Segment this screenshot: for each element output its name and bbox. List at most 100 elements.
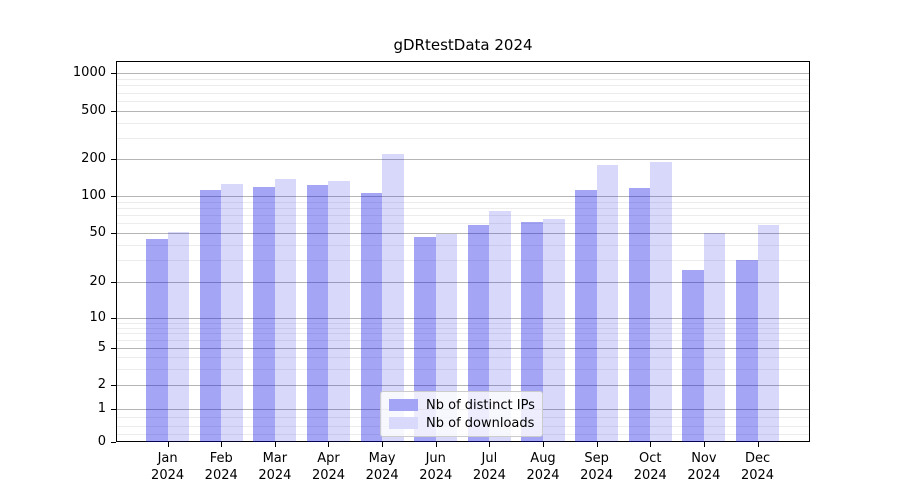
x-tick-mark — [167, 442, 169, 447]
x-tick-year: 2024 — [580, 468, 614, 483]
x-tick-label-jan: Jan 2024 — [136, 450, 200, 484]
minor-gridline — [117, 92, 809, 94]
x-tick-year: 2024 — [633, 468, 667, 483]
x-tick-mark — [435, 442, 437, 447]
bar-feb-distinct-ips — [199, 189, 222, 442]
x-tick-year: 2024 — [472, 468, 506, 483]
bar-jul-downloads — [489, 210, 511, 442]
x-tick-mark — [543, 442, 544, 447]
minor-gridline — [117, 201, 809, 203]
x-tick-month: Nov — [691, 451, 717, 466]
y-tick-mark — [111, 385, 116, 386]
x-tick-month: Oct — [639, 451, 662, 466]
legend-label-downloads: Nb of downloads — [426, 415, 535, 431]
x-tick-month: Jan — [157, 451, 178, 466]
bar-may-downloads — [382, 154, 404, 442]
bar-sep-downloads — [596, 164, 619, 442]
bar-nov-downloads — [703, 233, 726, 442]
minor-gridline — [117, 207, 809, 209]
x-tick-year: 2024 — [740, 468, 775, 483]
x-tick-month: Dec — [744, 451, 771, 466]
x-tick-year: 2024 — [687, 468, 721, 483]
x-tick-mark — [489, 442, 491, 447]
bar-jan-distinct-ips — [146, 238, 168, 442]
y-tick-mark — [111, 233, 116, 234]
x-tick-mark — [703, 442, 705, 447]
x-tick-label-feb: Feb 2024 — [189, 450, 253, 484]
minor-gridline — [117, 244, 809, 246]
y-tick-label: 2 — [97, 377, 106, 392]
major-gridline — [117, 159, 809, 160]
x-tick-mark — [274, 442, 276, 447]
x-tick-mark — [382, 442, 384, 447]
bar-oct-downloads — [650, 162, 672, 442]
x-tick-month: Feb — [209, 451, 233, 466]
y-tick-label: 1000 — [72, 65, 106, 80]
y-tick-label: 200 — [81, 151, 106, 166]
minor-gridline — [117, 260, 809, 262]
minor-gridline — [117, 340, 809, 342]
bar-sep-distinct-ips — [575, 190, 597, 442]
minor-gridline — [117, 122, 809, 124]
minor-gridline — [117, 215, 809, 217]
y-tick-mark — [111, 196, 116, 197]
x-tick-label-nov: Nov 2024 — [672, 450, 736, 484]
y-tick-mark — [111, 442, 116, 443]
minor-gridline — [117, 333, 809, 335]
minor-gridline — [117, 223, 809, 225]
major-gridline — [117, 348, 809, 349]
x-tick-month: Jul — [481, 451, 498, 466]
legend-item-distinct-ips: Nb of distinct IPs — [389, 397, 535, 413]
major-gridline — [117, 196, 809, 197]
y-tick-mark — [111, 348, 116, 349]
y-tick-mark — [111, 73, 116, 74]
legend-swatch-distinct-ips — [389, 399, 418, 411]
legend: Nb of distinct IPs Nb of downloads — [380, 391, 543, 437]
bar-oct-distinct-ips — [628, 187, 651, 442]
bar-jan-downloads — [167, 231, 190, 442]
x-tick-month: May — [368, 451, 396, 466]
bar-dec-distinct-ips — [735, 260, 758, 442]
x-tick-month: Apr — [317, 451, 340, 466]
x-tick-month: Sep — [584, 451, 609, 466]
major-gridline — [117, 385, 809, 386]
bar-apr-downloads — [328, 180, 351, 442]
minor-gridline — [117, 322, 809, 324]
y-tick-label: 10 — [89, 310, 106, 325]
bar-aug-distinct-ips — [521, 222, 543, 442]
x-tick-year: 2024 — [526, 468, 560, 483]
x-tick-label-sep: Sep 2024 — [565, 450, 629, 484]
x-tick-mark — [596, 442, 598, 447]
x-tick-mark — [221, 442, 223, 447]
x-tick-mark — [650, 442, 652, 447]
minor-gridline — [117, 101, 809, 102]
x-tick-mark — [757, 442, 759, 447]
bar-mar-distinct-ips — [253, 187, 275, 442]
y-tick-label: 1 — [97, 401, 106, 416]
legend-item-downloads: Nb of downloads — [389, 415, 534, 431]
x-tick-label-jun: Jun 2024 — [404, 450, 468, 484]
x-tick-month: Aug — [530, 451, 556, 466]
y-tick-mark — [111, 318, 116, 319]
bar-jun-downloads — [435, 234, 458, 442]
x-tick-mark — [328, 442, 330, 447]
bar-jul-distinct-ips — [467, 225, 490, 442]
x-tick-year: 2024 — [258, 468, 292, 483]
minor-gridline — [117, 85, 809, 87]
x-tick-year: 2024 — [151, 468, 185, 483]
bar-dec-downloads — [757, 225, 780, 442]
x-tick-label-apr: Apr 2024 — [296, 450, 360, 484]
major-gridline — [117, 318, 809, 319]
x-tick-label-oct: Oct 2024 — [618, 450, 682, 484]
plot-area — [116, 61, 810, 442]
x-tick-year: 2024 — [311, 468, 346, 483]
x-tick-label-dec: Dec 2024 — [726, 450, 790, 484]
legend-swatch-downloads — [389, 417, 418, 429]
y-tick-mark — [111, 282, 116, 283]
chart-title: gDRtestData 2024 — [393, 36, 533, 54]
legend-label-distinct-ips: Nb of distinct IPs — [426, 397, 535, 413]
bar-mar-downloads — [274, 179, 297, 442]
minor-gridline — [117, 137, 809, 139]
bar-jun-distinct-ips — [414, 237, 436, 442]
